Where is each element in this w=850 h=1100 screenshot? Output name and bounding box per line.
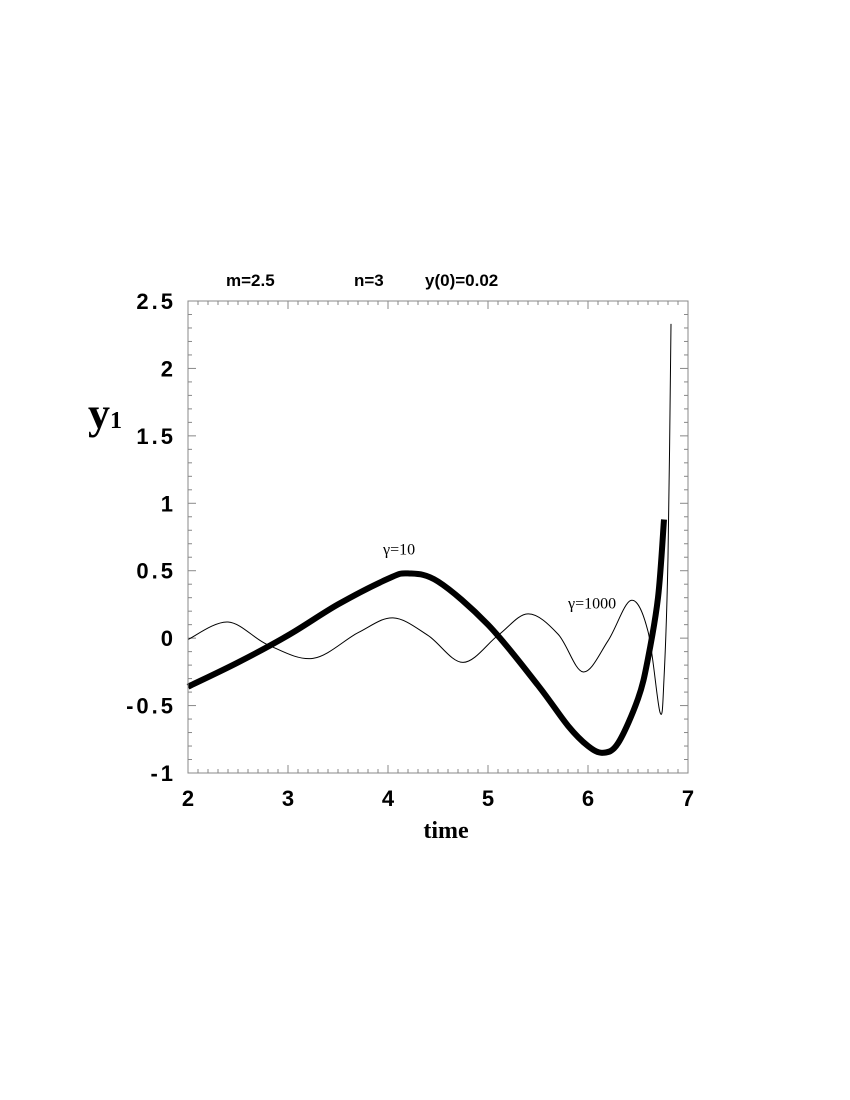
y-tick-label: 2: [161, 356, 176, 381]
series-label-2: γ=1000: [567, 595, 616, 612]
x-tick-label: 5: [482, 786, 494, 811]
y-axis-title-main: y: [88, 389, 110, 438]
y-tick-label: 0.5: [136, 559, 176, 584]
y-tick-labels: 2.5 2 1.5 1 0.5 0 -0.5 -1: [126, 289, 176, 786]
x-tick-label: 4: [382, 786, 395, 811]
x-tick-label: 6: [582, 786, 594, 811]
param-y0: y(0)=0.02: [425, 271, 498, 290]
y-axis-title-subscript: 1: [110, 408, 122, 434]
plot-curves: [186, 323, 672, 756]
x-tick-labels: 2 3 4 5 6 7: [182, 786, 694, 811]
curve-labels: γ=10 γ=1000: [382, 542, 616, 613]
x-tick-label: 3: [282, 786, 294, 811]
series-line-1: [186, 519, 667, 756]
x-axis-title: time: [423, 818, 469, 844]
x-tick-label: 2: [182, 786, 194, 811]
series-label-1: γ=10: [382, 542, 415, 559]
y-tick-label: 1.5: [136, 424, 176, 449]
y-tick-label: -1: [150, 761, 176, 786]
y-axis-title: y1: [88, 389, 122, 438]
param-n: n=3: [354, 271, 384, 290]
param-m: m=2.5: [226, 271, 275, 290]
axis-ticks: [187, 300, 689, 774]
y-tick-label: 1: [161, 491, 176, 516]
x-tick-label: 7: [682, 786, 694, 811]
y-tick-label: 0: [161, 626, 176, 651]
series-line-2: [187, 323, 672, 715]
y-tick-label: 2.5: [136, 289, 176, 314]
y-tick-label: -0.5: [126, 694, 176, 719]
plot-frame: [187, 300, 689, 774]
